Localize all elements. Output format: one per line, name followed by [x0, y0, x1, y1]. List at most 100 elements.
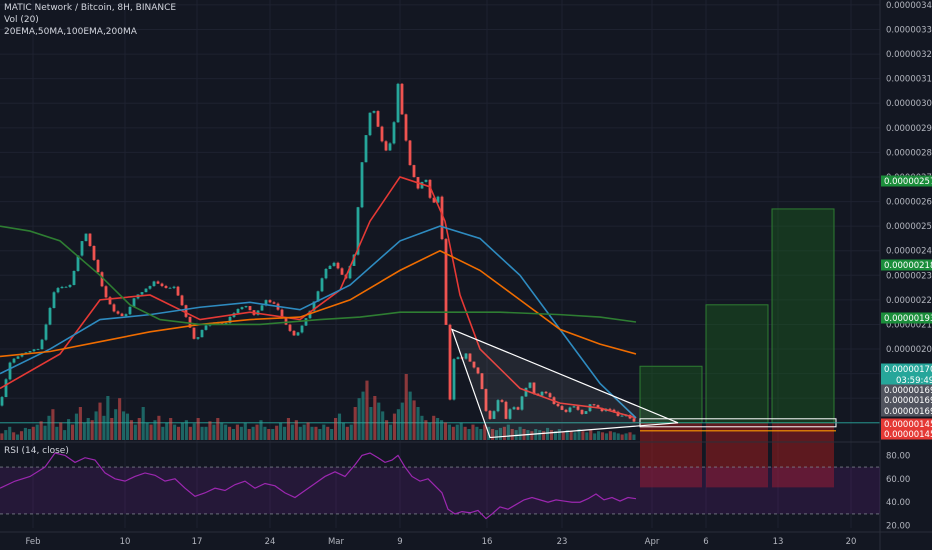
price-badge-text: 0.00000193 — [884, 314, 932, 324]
candle-body — [528, 382, 532, 388]
volume-bar — [498, 427, 503, 440]
candle-body — [156, 281, 160, 284]
volume-bar — [479, 429, 483, 440]
price-badge-text: 0.00000218 — [884, 261, 932, 271]
volume-bar — [82, 422, 86, 440]
volume-bar — [388, 424, 393, 440]
volume-bar — [581, 431, 585, 440]
candle-body — [108, 297, 112, 305]
price-badge — [881, 428, 932, 440]
candle-body — [116, 311, 120, 314]
volume-bar — [74, 413, 79, 440]
candle-body — [600, 408, 604, 412]
candle-body — [440, 196, 444, 240]
candle-body — [32, 349, 36, 352]
x-tick-label: 20 — [846, 537, 857, 547]
candle-body — [532, 382, 536, 394]
candle-body — [596, 405, 600, 409]
candle-body — [84, 233, 88, 242]
volume-bar — [561, 432, 565, 440]
volume-bar — [90, 420, 94, 440]
x-tick-label: 24 — [265, 537, 276, 547]
candle-body — [476, 367, 480, 374]
x-tick-label: 17 — [192, 537, 203, 547]
volume-bar — [365, 380, 369, 440]
volume-bar — [612, 432, 616, 440]
candle-body — [548, 393, 552, 398]
candle-body — [96, 259, 100, 273]
volume-bar — [412, 400, 416, 440]
candle-body — [172, 286, 176, 288]
volume-bar — [624, 433, 628, 440]
volume-bar — [243, 422, 247, 440]
volume-bar — [432, 415, 436, 440]
candle-body — [616, 411, 620, 416]
volume-bar — [39, 421, 43, 440]
price-badges: 0.00000257 0.00000218 0.00000193 0.00000170… — [881, 175, 932, 440]
volume-bar — [184, 420, 188, 440]
candle-body — [396, 83, 400, 123]
moving-averages — [0, 176, 637, 419]
volume-bar — [494, 430, 499, 440]
volume-bar — [239, 426, 243, 440]
candle-body — [620, 415, 624, 417]
candle-body — [420, 181, 424, 189]
x-axis: Feb 10 17 24 Mar 9 16 23 Apr 6 13 20 — [25, 537, 856, 547]
candle-body — [36, 349, 40, 350]
volume-bar — [63, 430, 67, 440]
candle-body — [488, 410, 492, 419]
candle-body — [40, 339, 44, 350]
candle-body — [356, 207, 360, 255]
volume-bar — [212, 424, 216, 440]
candle-body — [312, 301, 316, 311]
volume-bar — [510, 429, 514, 440]
volume-bar — [420, 415, 424, 440]
volume-bar — [585, 432, 589, 440]
candle-body — [8, 362, 12, 380]
volume-bar — [600, 432, 605, 440]
price-badge — [881, 175, 932, 187]
price-badge-text: 0.00000257 — [884, 177, 932, 187]
volume-bar — [141, 407, 145, 440]
volume-bar — [94, 411, 98, 440]
volume-bar — [491, 429, 495, 440]
volume-bar — [396, 409, 400, 440]
candle-body — [220, 322, 224, 324]
volume-bar — [471, 424, 475, 440]
volume-bar — [459, 422, 463, 440]
target-zone — [705, 304, 769, 424]
volume-bar — [204, 426, 208, 440]
price-badge — [881, 312, 932, 324]
candle-body — [16, 356, 20, 359]
price-badge-text: 0.00000169 — [884, 407, 932, 417]
volume-bar — [408, 391, 412, 440]
volume-bar — [275, 425, 279, 440]
candle-body — [228, 317, 232, 323]
volume-bar — [251, 426, 255, 440]
volume-bar — [314, 426, 318, 440]
volume-bar — [502, 426, 506, 440]
volume-bar — [306, 422, 310, 440]
candle-body — [352, 254, 356, 266]
volume-bar — [224, 424, 228, 440]
candle-body — [436, 196, 440, 203]
volume-bar — [361, 391, 365, 440]
candle-body — [576, 406, 580, 410]
candle-body — [184, 305, 188, 317]
volume-bar — [597, 431, 601, 440]
volume-bar — [416, 407, 420, 440]
candle-body — [164, 285, 168, 288]
candle-body — [296, 332, 300, 336]
candle-body — [516, 407, 520, 410]
volume-bar — [369, 407, 373, 440]
candle-body — [564, 409, 568, 412]
volume-bar — [47, 415, 51, 440]
volume-bar — [161, 426, 165, 440]
candle-body — [568, 407, 572, 412]
